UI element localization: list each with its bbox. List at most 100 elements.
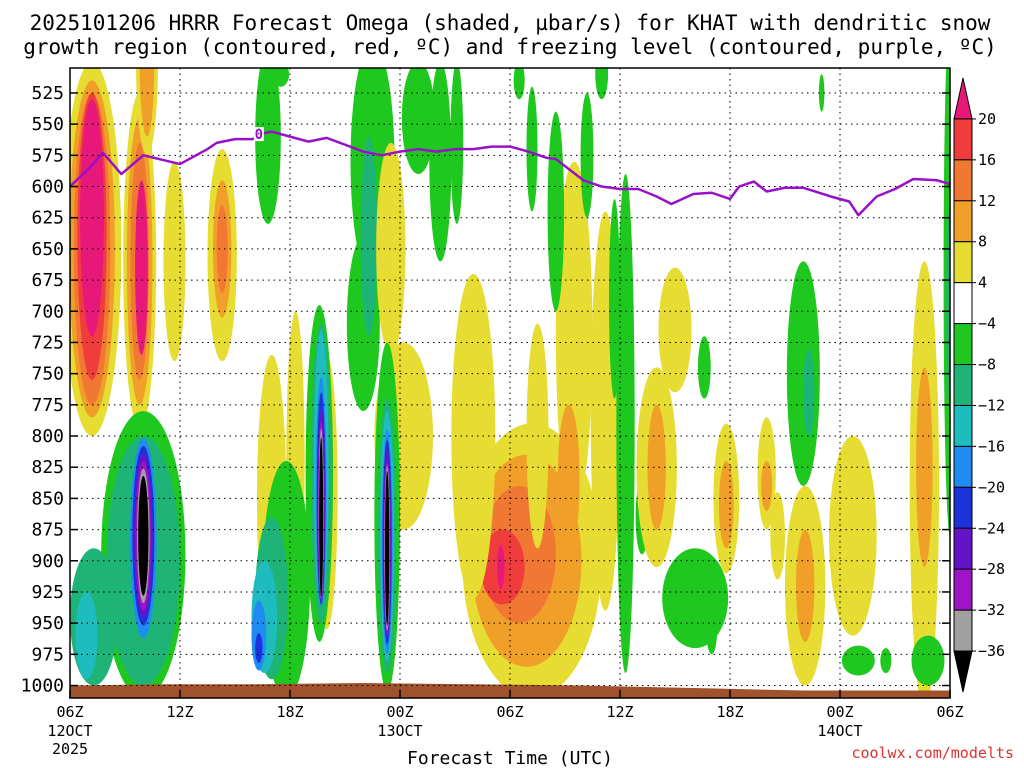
omega-region-81 xyxy=(75,591,98,680)
x-tick-label-7: 00Z xyxy=(826,703,853,721)
x-axis-title: Forecast Time (UTC) xyxy=(407,748,613,768)
y-tick-label-775: 775 xyxy=(31,395,64,416)
x-tick-label-0: 06Z xyxy=(56,703,83,721)
omega-region-64 xyxy=(911,635,945,686)
y-tick-label-750: 750 xyxy=(31,364,64,385)
colorbar: 20 16 12 8 4 −4 −8 −12 −16 −20 −24 −28 −32 −36 xyxy=(953,77,1005,693)
omega-region-59 xyxy=(829,436,877,636)
credit-text: coolwx.com/modelts xyxy=(851,744,1014,762)
colorbar-swatch-8 xyxy=(953,404,973,447)
freezing-level-line xyxy=(70,130,950,217)
omega-region-58 xyxy=(803,348,815,437)
x-tick-date-3: 13OCT xyxy=(377,722,422,740)
omega-region-60 xyxy=(841,645,875,676)
omega-region-104 xyxy=(384,470,390,626)
omega-region-95 xyxy=(319,437,324,597)
colorbar-label-1: 16 xyxy=(978,151,996,169)
x-tick-label-6: 18Z xyxy=(716,703,743,721)
chart-title-line2: growth region (contoured, red, ºC) and f… xyxy=(23,35,997,59)
colorbar-swatch-11 xyxy=(953,527,973,570)
colorbar-swatch-2 xyxy=(953,159,973,202)
y-tick-label-600: 600 xyxy=(31,177,64,198)
omega-region-86 xyxy=(255,633,263,664)
y-tick-label-550: 550 xyxy=(31,114,64,135)
y-tick-label-525: 525 xyxy=(31,83,64,104)
y-tick-label-1000: 1000 xyxy=(21,676,64,697)
colorbar-swatch-1 xyxy=(953,118,973,161)
y-axis: 525 550 575 600 625 650 675 700 725 750 775 800 825 8… xyxy=(21,83,950,697)
colorbar-swatch-4 xyxy=(953,241,973,284)
y-tick-label-950: 950 xyxy=(31,613,64,634)
x-tick-label-4: 06Z xyxy=(496,703,523,721)
omega-region-14 xyxy=(216,205,228,293)
omega-region-26 xyxy=(429,68,452,262)
colorbar-swatch-6 xyxy=(953,323,973,366)
y-tick-label-675: 675 xyxy=(31,270,64,291)
omega-region-15 xyxy=(255,68,281,224)
x-tick-label-3: 00Z xyxy=(386,703,413,721)
colorbar-label-13: −36 xyxy=(978,642,1005,660)
y-tick-label-650: 650 xyxy=(31,239,64,260)
colorbar-swatch-3 xyxy=(953,200,973,243)
colorbar-label-12: −32 xyxy=(978,601,1005,619)
omega-region-42 xyxy=(616,174,635,674)
colorbar-swatch-13 xyxy=(953,609,973,652)
omega-region-24 xyxy=(401,68,435,175)
y-tick-label-575: 575 xyxy=(31,145,64,166)
omega-region-27 xyxy=(450,68,464,224)
y-tick-label-900: 900 xyxy=(31,551,64,572)
colorbar-label-10: −24 xyxy=(978,519,1005,537)
omega-region-50 xyxy=(719,460,734,549)
colorbar-swatch-12 xyxy=(953,568,973,611)
omega-region-70 xyxy=(513,68,525,100)
gridlines xyxy=(70,68,950,698)
x-tick-label-5: 12Z xyxy=(606,703,633,721)
y-tick-label-850: 850 xyxy=(31,488,64,509)
omega-region-51 xyxy=(697,336,711,399)
colorbar-label-9: −20 xyxy=(978,478,1005,496)
chart-title: 2025101206 HRRR Forecast Omega (shaded, … xyxy=(30,11,991,35)
y-tick-label-975: 975 xyxy=(31,644,64,665)
omega-region-53 xyxy=(761,460,773,511)
omega-region-68 xyxy=(595,68,609,100)
colorbar-label-8: −16 xyxy=(978,437,1005,455)
omega-region-79 xyxy=(138,475,149,596)
x-tick-label-8: 06Z xyxy=(936,703,963,721)
freezing-level-label: 0 xyxy=(255,127,263,143)
omega-region-54 xyxy=(770,492,786,580)
omega-region-66 xyxy=(946,205,950,405)
omega-region-45 xyxy=(647,404,666,530)
colorbar-label-0: 20 xyxy=(978,110,996,128)
colorbar-label-3: 8 xyxy=(978,233,987,251)
freezing-level-layer: 0 xyxy=(70,127,950,217)
omega-region-8 xyxy=(135,180,148,355)
omega-region-61 xyxy=(880,648,892,674)
x-tick-date-0: 12OCT xyxy=(47,722,92,740)
omega-region-67 xyxy=(818,74,825,112)
omega-region-37 xyxy=(547,111,565,312)
omega-region-38 xyxy=(526,86,538,212)
y-tick-label-625: 625 xyxy=(31,208,64,229)
omega-region-35 xyxy=(557,404,580,555)
y-tick-label-700: 700 xyxy=(31,301,64,322)
y-tick-label-925: 925 xyxy=(31,582,64,603)
y-tick-label-875: 875 xyxy=(31,520,64,541)
omega-region-46 xyxy=(658,267,692,393)
omega-region-22 xyxy=(360,136,378,337)
omega-region-56 xyxy=(796,529,815,642)
y-tick-label-725: 725 xyxy=(31,332,64,353)
omega-region-25 xyxy=(376,142,406,355)
colorbar-label-6: −8 xyxy=(978,356,996,374)
omega-region-10 xyxy=(139,68,155,137)
colorbar-swatch-9 xyxy=(953,445,973,488)
omega-region-69 xyxy=(272,68,290,87)
omega-region-63 xyxy=(916,367,933,568)
omega-region-11 xyxy=(163,161,186,362)
plot-area: 0 xyxy=(70,68,950,698)
colorbar-label-4: 4 xyxy=(978,274,987,292)
omega-region-32 xyxy=(497,544,505,590)
colorbar-label-7: −12 xyxy=(978,396,1005,414)
omega-region-33 xyxy=(451,273,496,599)
